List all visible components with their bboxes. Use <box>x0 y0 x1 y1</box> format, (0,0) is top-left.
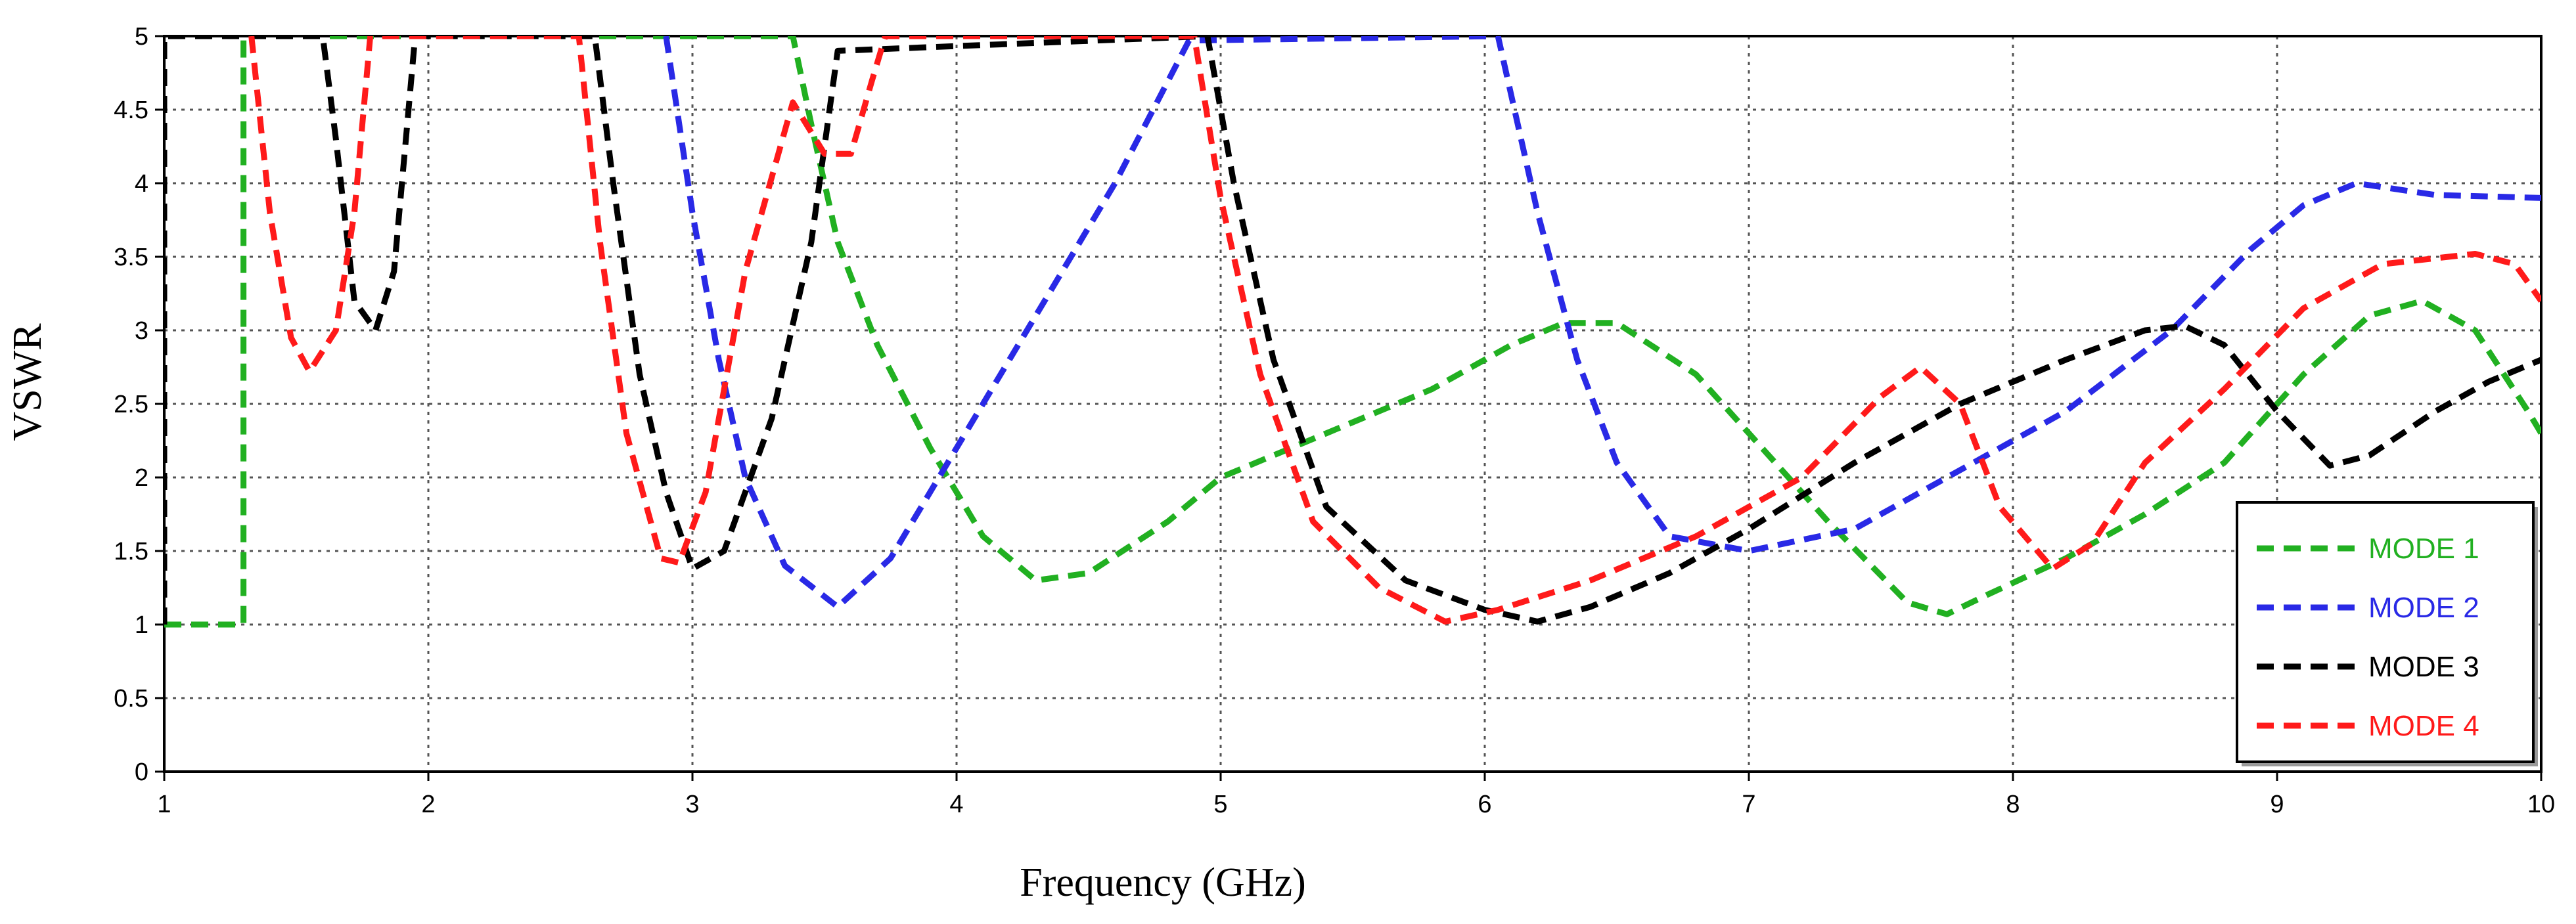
series-group <box>164 36 2541 628</box>
legend: MODE 1 MODE 2 MODE 3 MODE 4 <box>2236 501 2538 766</box>
x-tick-label-6: 7 <box>1742 791 1755 818</box>
series-line-mode-3 <box>164 36 2541 625</box>
y-tick-label-10: 5 <box>135 23 148 51</box>
x-tick-label-1: 2 <box>421 791 435 818</box>
x-tick-label-9: 10 <box>2527 791 2555 818</box>
x-tick-label-4: 5 <box>1213 791 1227 818</box>
series-line-mode-2 <box>663 36 2541 610</box>
x-tick-label-3: 4 <box>949 791 963 818</box>
y-tick-label-9: 4.5 <box>114 97 148 124</box>
y-tick-label-1: 0.5 <box>114 685 148 713</box>
y-tick-label-2: 1 <box>135 611 148 639</box>
x-tick-label-5: 6 <box>1478 791 1491 818</box>
series-line-mode-4 <box>248 36 2541 625</box>
legend-label-mode-2: MODE 2 <box>2368 592 2479 624</box>
y-axis-label: VSWR <box>5 323 50 441</box>
legend-label-mode-4: MODE 4 <box>2368 710 2479 742</box>
y-tick-label-4: 2 <box>135 464 148 492</box>
legend-label-mode-1: MODE 1 <box>2368 533 2479 565</box>
y-tick-label-0: 0 <box>135 759 148 786</box>
x-tick-label-7: 8 <box>2006 791 2020 818</box>
series-layer <box>164 36 2541 628</box>
x-tick-label-2: 3 <box>685 791 699 818</box>
x-tick-label-0: 1 <box>157 791 171 818</box>
y-tick-label-7: 3.5 <box>114 244 148 271</box>
y-tick-label-8: 4 <box>135 170 148 198</box>
y-tick-label-3: 1.5 <box>114 538 148 565</box>
series-line-mode-1 <box>164 36 2541 628</box>
grid-layer <box>163 35 2542 773</box>
y-tick-label-5: 2.5 <box>114 391 148 418</box>
x-tick-label-8: 9 <box>2270 791 2284 818</box>
y-tick-label-6: 3 <box>135 317 148 345</box>
x-axis-label: Frequency (GHz) <box>1020 860 1306 905</box>
legend-label-mode-3: MODE 3 <box>2368 651 2479 683</box>
